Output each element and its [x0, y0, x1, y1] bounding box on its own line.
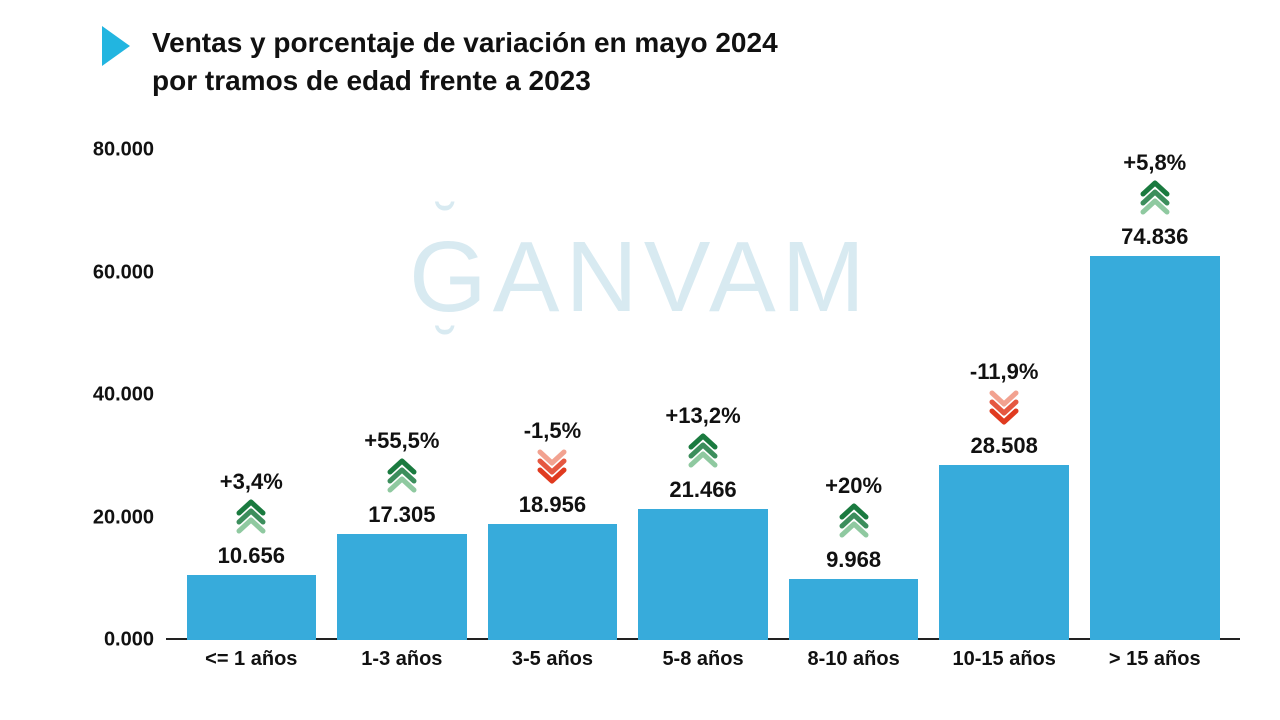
- value-label: 9.968: [826, 547, 881, 573]
- y-tick-label: 20.000: [74, 506, 154, 529]
- bar: [638, 509, 767, 640]
- bars-container: +3,4% 10.656 +55,5% 17.305 -1,5% 18.956 +13…: [166, 150, 1240, 640]
- value-label: 18.956: [519, 492, 586, 518]
- arrow-up-icon: [839, 503, 869, 539]
- play-triangle-icon: [100, 24, 132, 68]
- variation-label: +20%: [825, 473, 882, 499]
- chart-title-line1: Ventas y porcentaje de variación en mayo…: [152, 24, 778, 62]
- bar-slot: +20% 9.968: [778, 150, 929, 640]
- x-tick-label: 1-3 años: [327, 648, 478, 671]
- y-tick-label: 60.000: [74, 261, 154, 284]
- bar-annotation: +3,4% 10.656: [218, 469, 285, 569]
- chart-title-line2: por tramos de edad frente a 2023: [152, 62, 778, 100]
- y-tick-label: 40.000: [74, 384, 154, 407]
- variation-label: +55,5%: [364, 428, 439, 454]
- bar-annotation: -11,9% 28.508: [970, 359, 1039, 459]
- bar: [187, 575, 316, 640]
- variation-label: -11,9%: [970, 359, 1039, 385]
- bar-slot: +5,8% 74.836: [1079, 150, 1230, 640]
- bar-annotation: +55,5% 17.305: [364, 428, 439, 528]
- x-tick-label: > 15 años: [1079, 648, 1230, 671]
- arrow-down-icon: [537, 448, 567, 484]
- variation-label: +3,4%: [220, 469, 283, 495]
- bar: [1090, 256, 1219, 640]
- bar: [337, 534, 466, 640]
- arrow-down-icon: [989, 389, 1019, 425]
- value-label: 10.656: [218, 543, 285, 569]
- bar: [939, 465, 1068, 640]
- variation-label: +13,2%: [665, 403, 740, 429]
- x-tick-label: 10-15 años: [929, 648, 1080, 671]
- variation-label: +5,8%: [1123, 150, 1186, 176]
- arrow-up-icon: [688, 433, 718, 469]
- bar: [789, 579, 918, 640]
- bar-chart: 0.00020.00040.00060.00080.000 +3,4% 10.6…: [80, 150, 1240, 680]
- value-label: 21.466: [669, 477, 736, 503]
- x-tick-label: 8-10 años: [778, 648, 929, 671]
- value-label: 17.305: [368, 502, 435, 528]
- chart-header: Ventas y porcentaje de variación en mayo…: [100, 24, 1240, 100]
- y-tick-label: 0.000: [74, 629, 154, 652]
- bar-slot: -1,5% 18.956: [477, 150, 628, 640]
- bar-slot: -11,9% 28.508: [929, 150, 1080, 640]
- value-label: 74.836: [1121, 224, 1188, 250]
- bar-annotation: +20% 9.968: [825, 473, 882, 573]
- y-axis: 0.00020.00040.00060.00080.000: [80, 150, 160, 640]
- bar-slot: +55,5% 17.305: [327, 150, 478, 640]
- arrow-up-icon: [387, 458, 417, 494]
- x-tick-label: 3-5 años: [477, 648, 628, 671]
- bar-slot: +13,2% 21.466: [628, 150, 779, 640]
- x-tick-label: <= 1 años: [176, 648, 327, 671]
- variation-label: -1,5%: [524, 418, 581, 444]
- bar: [488, 524, 617, 640]
- value-label: 28.508: [971, 433, 1038, 459]
- x-axis-labels: <= 1 años1-3 años3-5 años5-8 años8-10 añ…: [166, 648, 1240, 671]
- chart-title: Ventas y porcentaje de variación en mayo…: [152, 24, 778, 100]
- plot-area: +3,4% 10.656 +55,5% 17.305 -1,5% 18.956 +13…: [166, 150, 1240, 640]
- bar-annotation: +5,8% 74.836: [1121, 150, 1188, 250]
- bar-annotation: -1,5% 18.956: [519, 418, 586, 518]
- x-tick-label: 5-8 años: [628, 648, 779, 671]
- arrow-up-icon: [236, 499, 266, 535]
- bar-annotation: +13,2% 21.466: [665, 403, 740, 503]
- y-tick-label: 80.000: [74, 139, 154, 162]
- arrow-up-icon: [1140, 180, 1170, 216]
- bar-slot: +3,4% 10.656: [176, 150, 327, 640]
